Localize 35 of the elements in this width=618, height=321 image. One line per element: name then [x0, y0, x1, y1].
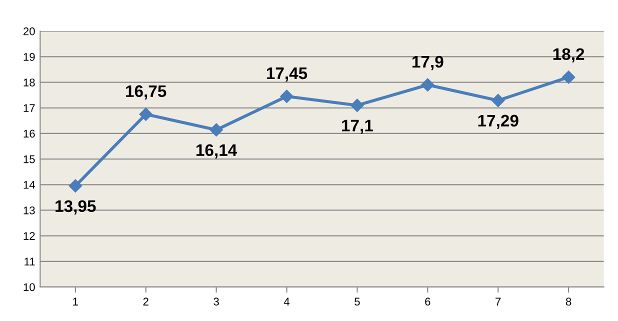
data-label: 17,29: [478, 114, 518, 130]
x-tick-label: 6: [425, 298, 430, 306]
y-tick-label: 14: [24, 181, 35, 189]
x-tick-label: 8: [566, 298, 572, 306]
point: [139, 108, 152, 121]
y-tick-label: 18: [24, 78, 35, 86]
point: [350, 98, 364, 112]
data-label: 17,1: [342, 120, 373, 134]
point: [562, 70, 576, 84]
point: [421, 78, 434, 92]
point: [492, 94, 505, 108]
data-label: 16,75: [126, 85, 166, 100]
point: [68, 179, 82, 193]
y-tick-label: 10: [24, 283, 35, 292]
x-tick-label: 3: [214, 298, 219, 306]
data-label: 17,9: [412, 56, 444, 70]
y-tick-label: 16: [24, 130, 35, 138]
y-tick-label: 20: [24, 27, 35, 36]
x-tick-label: 4: [284, 298, 290, 306]
y-tick-label: 17: [24, 104, 35, 112]
y-tick-label: 15: [24, 155, 35, 164]
y-tick-label: 11: [24, 258, 35, 266]
x-tick-label: 1: [73, 298, 78, 306]
data-label: 13,95: [56, 200, 96, 214]
point: [210, 123, 223, 136]
data-label: 16,14: [196, 144, 238, 158]
x-tick-label: 7: [496, 298, 501, 306]
y-tick-label: 19: [24, 52, 35, 61]
y-tick-label: 12: [24, 232, 35, 240]
data-label: 18,2: [553, 48, 584, 62]
x-tick-label: 5: [354, 298, 360, 306]
data-label: 17,45: [266, 68, 308, 82]
y-tick-label: 13: [24, 206, 35, 214]
x-tick-label: 2: [143, 298, 148, 306]
point: [280, 90, 294, 103]
